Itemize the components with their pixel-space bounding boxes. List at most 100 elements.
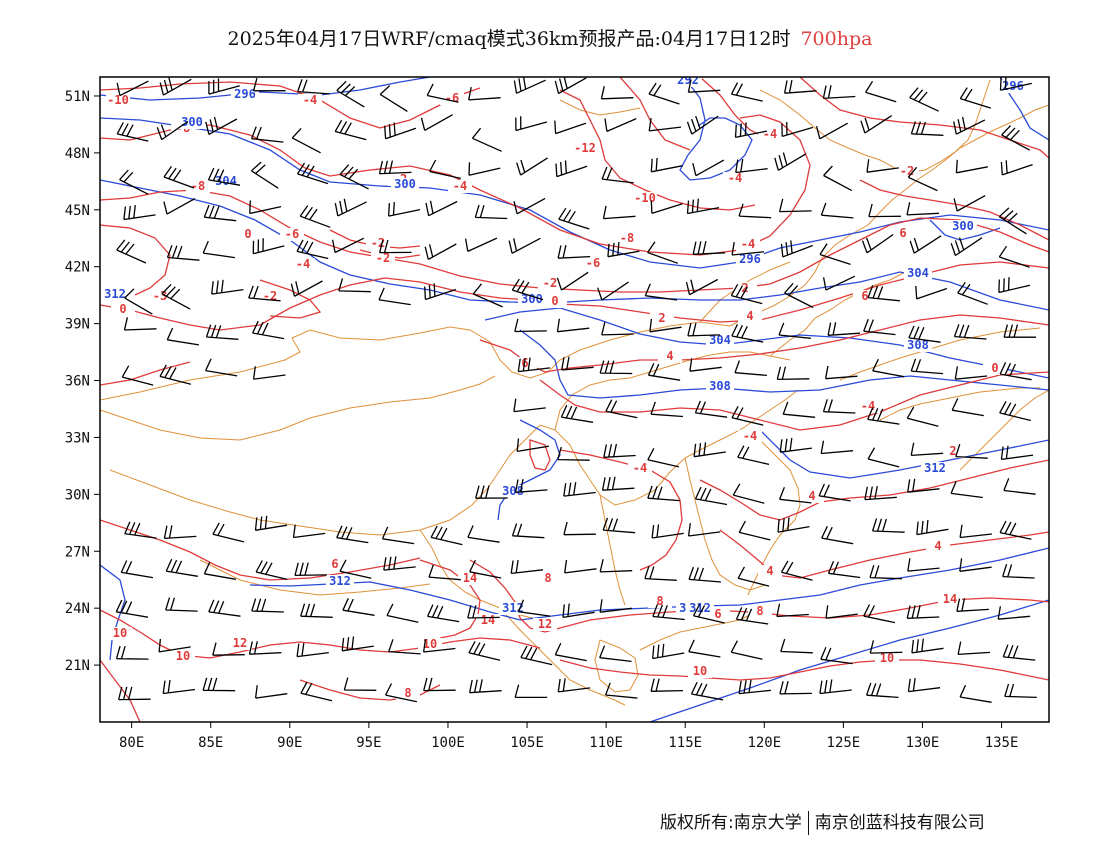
wind-barb	[915, 285, 948, 300]
wind-barb	[511, 523, 545, 539]
lon-tick-label: 125E	[827, 735, 861, 751]
wind-barb	[692, 159, 725, 177]
wind-barb	[776, 603, 809, 618]
temperature-label: -4	[303, 93, 317, 107]
wind-barb	[1000, 445, 1034, 461]
wind-barb	[294, 562, 328, 577]
wind-barb	[1001, 125, 1031, 151]
wind-barb	[783, 79, 817, 94]
wind-barb	[602, 517, 636, 534]
wind-barb	[510, 559, 544, 575]
map-plot-area	[100, 77, 1049, 722]
wind-barb	[342, 598, 375, 616]
height-label-bg	[499, 485, 527, 498]
wind-barb	[564, 559, 597, 574]
wind-barb	[249, 200, 282, 215]
wind-barb	[651, 524, 684, 539]
temperature-label: 8	[404, 686, 411, 700]
wind-barb	[644, 566, 677, 581]
wind-barb	[331, 237, 365, 254]
wind-barb	[953, 195, 986, 212]
height-contours	[100, 77, 1049, 722]
wind-barb	[115, 645, 149, 660]
wind-barb	[475, 485, 508, 499]
wind-barb	[735, 158, 768, 174]
lat-tick-label: 48N	[65, 146, 90, 162]
wind-barb	[515, 116, 547, 132]
temperature-label: 0	[119, 302, 126, 316]
wind-barb	[341, 636, 374, 652]
lon-tick-label: 115E	[668, 735, 702, 751]
wind-barb	[908, 325, 941, 343]
map-frame	[99, 76, 1050, 723]
wind-barb	[165, 558, 199, 577]
temperature-label-bg	[723, 172, 747, 185]
wind-barb	[430, 525, 463, 546]
wind-barb	[782, 401, 816, 418]
temperature-label-bg	[186, 180, 210, 193]
wind-barb	[300, 603, 333, 618]
height-label: 304	[907, 266, 929, 280]
wind-barb	[514, 478, 548, 493]
wind-barb	[602, 205, 636, 220]
lat-tick-label: 36N	[65, 374, 90, 390]
wind-barb	[124, 288, 153, 315]
wind-barb	[604, 118, 637, 132]
temperature-label-bg	[448, 180, 472, 193]
wind-barb	[116, 239, 147, 264]
wind-barb	[730, 82, 763, 102]
temperature-label-bg	[875, 652, 899, 665]
wind-barb	[731, 241, 764, 256]
wind-barb	[165, 597, 198, 612]
wind-barb	[116, 80, 149, 97]
wind-barb	[562, 603, 595, 619]
wind-barb	[731, 324, 764, 343]
wind-barb	[508, 237, 541, 254]
wind-barb	[907, 166, 938, 192]
wind-barb	[730, 283, 763, 305]
wind-barb	[819, 679, 852, 695]
wind-barb	[871, 518, 905, 533]
wind-barb	[211, 279, 244, 295]
temperature-label-bg	[543, 295, 567, 308]
wind-barb	[863, 604, 896, 624]
wind-barb	[999, 401, 1031, 422]
wind-barb	[338, 278, 371, 293]
wind-barb	[513, 398, 546, 413]
wind-barb	[336, 80, 365, 108]
wind-barb	[202, 677, 236, 692]
temperature-label: 14	[481, 613, 495, 627]
temperature-label: 6	[861, 289, 868, 303]
height-label: 304	[709, 333, 731, 347]
wind-barb	[780, 638, 813, 654]
wind-barb	[517, 357, 551, 373]
lat-tick-label: 21N	[65, 658, 90, 674]
height-label: 300	[521, 292, 543, 306]
wind-barb	[208, 78, 240, 95]
wind-barb	[426, 83, 459, 103]
temperature-label-bg	[800, 490, 824, 503]
wind-barb	[516, 438, 549, 453]
wind-barb	[557, 678, 591, 693]
height-label: 312	[689, 601, 711, 615]
wind-barb	[780, 240, 813, 258]
wind-barb	[822, 399, 856, 414]
wind-barb	[464, 237, 498, 252]
height-label-bg	[706, 380, 734, 393]
temperature-label-bg	[748, 605, 772, 618]
wind-barb	[1003, 324, 1037, 338]
wind-barb	[907, 558, 940, 572]
height-label-bg	[921, 462, 949, 475]
temperature-label-bg	[658, 350, 682, 363]
wind-barb	[163, 198, 196, 215]
wind-barb	[119, 169, 149, 195]
temperature-label-bg	[891, 227, 915, 240]
wind-barb	[601, 476, 635, 491]
temperature-label-bg	[291, 258, 315, 271]
wind-barb	[687, 523, 721, 537]
wind-barb	[300, 681, 333, 702]
wind-barb	[823, 165, 853, 192]
height-label-bg	[686, 602, 714, 615]
wind-barb	[248, 641, 282, 655]
wind-barb	[554, 77, 587, 95]
